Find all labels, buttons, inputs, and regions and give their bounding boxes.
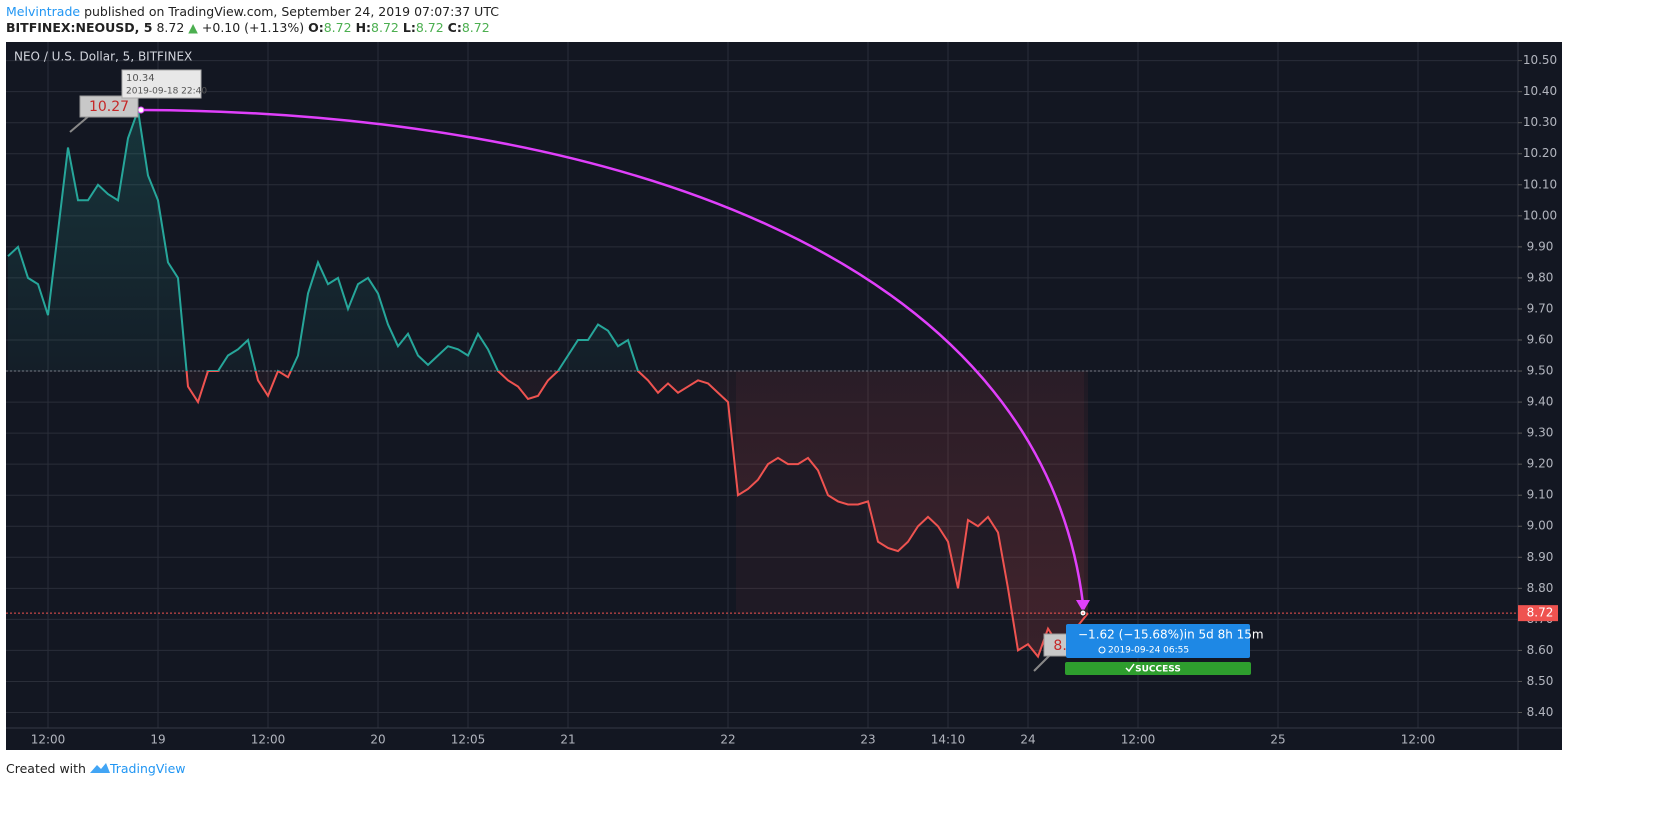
check-icon — [1125, 663, 1135, 673]
x-tick-label: 23 — [860, 733, 875, 747]
measure-box — [1066, 624, 1250, 658]
published: published on TradingView.com, September … — [84, 4, 499, 19]
l-value: 8.72 — [415, 20, 444, 35]
status-text: SUCCESS — [1135, 665, 1181, 675]
y-tick-label: 9.60 — [1527, 332, 1554, 346]
price-line — [7, 109, 1089, 659]
callout-pointer — [1033, 654, 1051, 672]
y-tick-label: 8.60 — [1527, 643, 1554, 657]
o-value: 8.72 — [323, 20, 352, 35]
x-tick-label: 14:10 — [931, 733, 966, 747]
y-tick-label: 8.40 — [1527, 705, 1554, 719]
status-box — [1065, 662, 1251, 675]
y-tick-label: 9.30 — [1527, 426, 1554, 440]
clock-icon — [1098, 646, 1106, 654]
callout-pointer — [69, 114, 91, 133]
arrow-start — [137, 106, 145, 114]
y-tick-label: 8.80 — [1527, 581, 1554, 595]
c-value: 8.72 — [461, 20, 490, 35]
price: 8.72 — [156, 20, 185, 35]
footer: Created with TradingView — [6, 761, 185, 776]
arrow: ▲ — [188, 20, 198, 35]
y-tick-label: 10.40 — [1523, 84, 1557, 98]
y-tick-label: 9.20 — [1527, 457, 1554, 471]
x-tick-label: 21 — [560, 733, 575, 747]
o-label: O: — [308, 20, 324, 35]
y-tick-label: 9.50 — [1527, 364, 1554, 378]
x-tick-label: 22 — [720, 733, 735, 747]
x-tick-label: 12:00 — [1401, 733, 1436, 747]
brand[interactable]: TradingView — [109, 761, 186, 776]
change: +0.10 (+1.13%) — [201, 20, 305, 35]
h-label: H: — [355, 20, 372, 35]
last-price-label: 8.72 — [1527, 606, 1554, 620]
header-line-1: Melvintrade published on TradingView.com… — [6, 4, 499, 19]
y-tick-label: 9.00 — [1527, 519, 1554, 533]
arrow-head — [1076, 600, 1090, 612]
x-tick-label: 19 — [150, 733, 165, 747]
y-tick-label: 10.00 — [1523, 208, 1557, 222]
y-tick-label: 10.10 — [1523, 177, 1557, 191]
chart-title: NEO / U.S. Dollar, 5, BITFINEX — [14, 50, 192, 64]
arrow-curve — [140, 108, 1085, 605]
y-tick-label: 9.90 — [1527, 239, 1554, 253]
tooltip-box — [121, 69, 202, 99]
callout-text: 10.27 — [89, 99, 129, 115]
created: Created with — [6, 761, 86, 776]
x-tick-label: 12:05 — [451, 733, 486, 747]
y-tick-label: 9.10 — [1527, 488, 1554, 502]
last-price-box — [1518, 605, 1558, 622]
y-tick-label: 8.90 — [1527, 550, 1554, 564]
y-tick-label: 10.20 — [1523, 146, 1557, 160]
h-value: 8.72 — [371, 20, 399, 35]
x-tick-label: 12:00 — [31, 733, 66, 747]
y-tick-label: 9.70 — [1527, 301, 1554, 315]
tooltip-time: 2019-09-18 22:40 — [126, 87, 207, 97]
x-tick-label: 12:00 — [251, 733, 286, 747]
tooltip-value: 10.34 — [126, 73, 155, 84]
measure-time: 2019-09-24 06:55 — [1108, 646, 1189, 656]
symbol: BITFINEX:NEOUSD, 5 — [6, 20, 153, 35]
x-tick-label: 20 — [370, 733, 385, 747]
callout-box — [79, 95, 139, 118]
c-label: C: — [447, 20, 462, 35]
y-tick-label: 10.50 — [1523, 53, 1557, 67]
y-tick-label: 9.40 — [1527, 395, 1554, 409]
measure-text: −1.62 (−15.68%)in 5d 8h 15m — [1078, 628, 1264, 642]
logo — [89, 763, 110, 773]
author[interactable]: Melvintrade — [6, 4, 81, 19]
area-fill — [8, 110, 1088, 657]
x-tick-label: 12:00 — [1121, 733, 1156, 747]
y-tick-label: 10.30 — [1523, 115, 1557, 129]
y-tick-label: 9.80 — [1527, 270, 1554, 284]
l-label: L: — [402, 20, 416, 35]
y-tick-label: 8.50 — [1527, 674, 1554, 688]
x-tick-label: 25 — [1270, 733, 1285, 747]
header-line-2: BITFINEX:NEOUSD, 5 8.72 ▲ +0.10 (+1.13%)… — [6, 20, 490, 35]
x-tick-label: 24 — [1020, 733, 1035, 747]
